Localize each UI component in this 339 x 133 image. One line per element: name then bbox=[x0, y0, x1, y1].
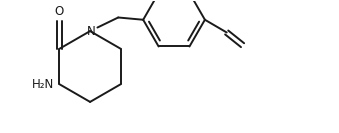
Text: O: O bbox=[55, 5, 64, 18]
Text: H₂N: H₂N bbox=[32, 78, 54, 91]
Text: N: N bbox=[86, 25, 95, 38]
